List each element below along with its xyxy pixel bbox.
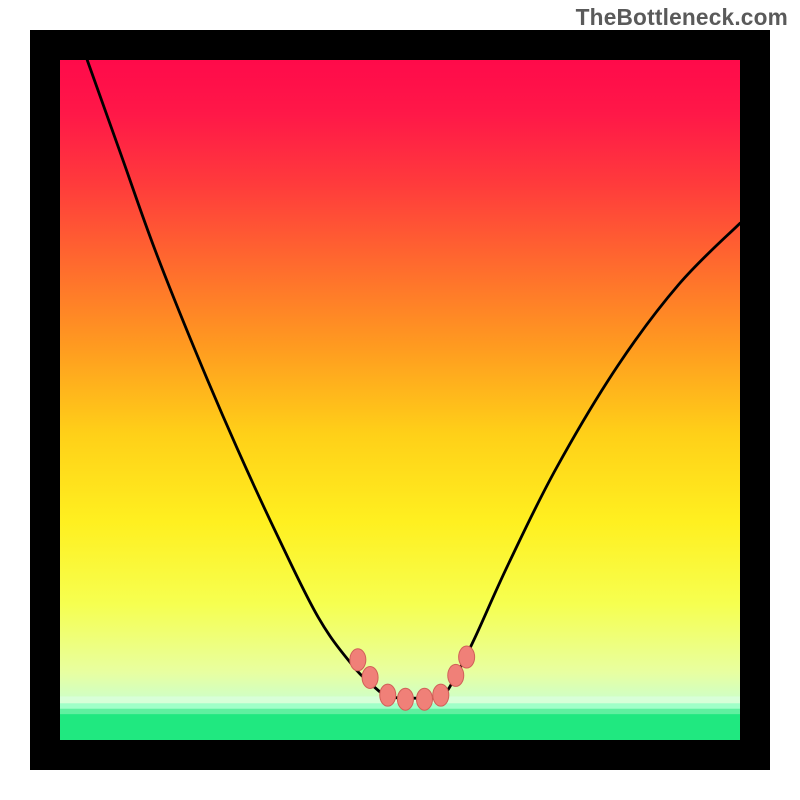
curve-marker [397, 688, 413, 710]
attribution-text: TheBottleneck.com [576, 4, 788, 31]
curve-marker [448, 664, 464, 686]
curve-marker [459, 646, 475, 668]
bottleneck-chart-svg [0, 0, 800, 800]
plot-background [60, 60, 740, 740]
curve-marker [416, 688, 432, 710]
chart-frame: TheBottleneck.com [0, 0, 800, 800]
curve-marker [350, 649, 366, 671]
curve-marker [380, 684, 396, 706]
curve-marker [362, 666, 378, 688]
curve-marker [433, 684, 449, 706]
green-band [60, 713, 740, 740]
